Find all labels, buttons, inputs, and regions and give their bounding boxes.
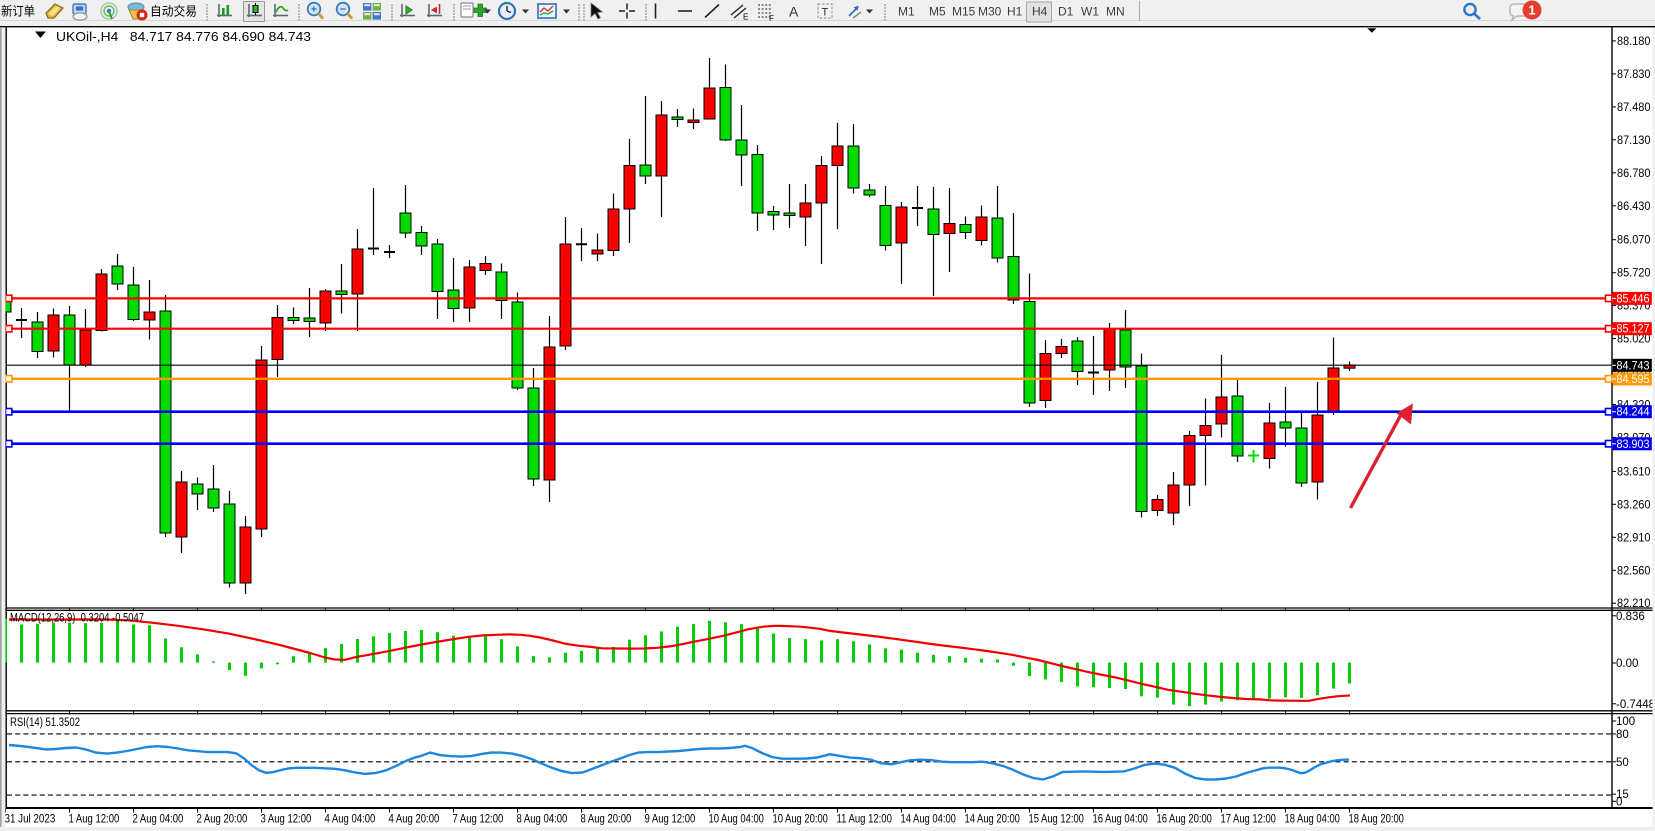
svg-text:16 Aug 04:00: 16 Aug 04:00 (1093, 814, 1148, 826)
svg-text:8 Aug 04:00: 8 Aug 04:00 (517, 814, 568, 826)
svg-text:80: 80 (1616, 729, 1629, 741)
svg-text:D1: D1 (1058, 5, 1074, 19)
svg-text:82.910: 82.910 (1617, 532, 1651, 544)
svg-text:0.00: 0.00 (1616, 658, 1638, 670)
svg-text:MACD(12,26,9) 0.3204 -0.5047: MACD(12,26,9) 0.3204 -0.5047 (10, 613, 144, 625)
svg-text:M15: M15 (952, 5, 976, 19)
svg-text:83.610: 83.610 (1617, 466, 1651, 478)
svg-text:86.430: 86.430 (1617, 201, 1651, 213)
svg-text:86.070: 86.070 (1617, 235, 1651, 247)
svg-text:H1: H1 (1007, 5, 1023, 19)
svg-text:4 Aug 04:00: 4 Aug 04:00 (325, 814, 376, 826)
svg-text:16 Aug 20:00: 16 Aug 20:00 (1157, 814, 1212, 826)
svg-text:14 Aug 04:00: 14 Aug 04:00 (901, 814, 956, 826)
svg-text:E: E (743, 13, 748, 22)
svg-text:84.244: 84.244 (1617, 407, 1651, 419)
svg-text:83.260: 83.260 (1617, 499, 1651, 511)
svg-text:-0.7448: -0.7448 (1616, 699, 1655, 711)
svg-text:自动交易: 自动交易 (150, 4, 197, 19)
svg-text:50: 50 (1616, 757, 1629, 769)
svg-text:87.830: 87.830 (1617, 69, 1651, 81)
svg-text:UKOil-,H4 84.717 84.776 84.6: UKOil-,H4 84.717 84.776 84.690 84.743 (56, 29, 311, 44)
svg-text:14 Aug 20:00: 14 Aug 20:00 (965, 814, 1020, 826)
svg-text:4 Aug 20:00: 4 Aug 20:00 (389, 814, 440, 826)
svg-text:A: A (789, 4, 799, 20)
svg-text:11 Aug 12:00: 11 Aug 12:00 (837, 814, 892, 826)
svg-text:MN: MN (1106, 5, 1125, 19)
svg-text:H4: H4 (1032, 5, 1048, 19)
svg-text:88.180: 88.180 (1617, 36, 1651, 48)
svg-text:−: − (340, 4, 346, 16)
svg-text:M1: M1 (898, 5, 915, 19)
svg-text:T: T (822, 7, 829, 19)
svg-text:10 Aug 20:00: 10 Aug 20:00 (773, 814, 828, 826)
svg-text:1: 1 (1528, 3, 1535, 18)
svg-text:17 Aug 12:00: 17 Aug 12:00 (1221, 814, 1276, 826)
svg-text:82.560: 82.560 (1617, 565, 1651, 577)
svg-text:0.836: 0.836 (1616, 611, 1645, 623)
svg-text:1 Aug 12:00: 1 Aug 12:00 (69, 814, 120, 826)
svg-text:10 Aug 04:00: 10 Aug 04:00 (709, 814, 764, 826)
svg-text:3 Aug 12:00: 3 Aug 12:00 (261, 814, 312, 826)
svg-text:8 Aug 20:00: 8 Aug 20:00 (581, 814, 632, 826)
svg-text:7 Aug 12:00: 7 Aug 12:00 (453, 814, 504, 826)
svg-text:2 Aug 20:00: 2 Aug 20:00 (197, 814, 248, 826)
svg-text:100: 100 (1616, 716, 1635, 728)
svg-text:87.130: 87.130 (1617, 135, 1651, 147)
svg-text:18 Aug 04:00: 18 Aug 04:00 (1285, 814, 1340, 826)
svg-text:85.127: 85.127 (1617, 324, 1650, 336)
svg-text:2 Aug 04:00: 2 Aug 04:00 (133, 814, 184, 826)
svg-text:15: 15 (1616, 789, 1629, 801)
svg-text:F: F (769, 14, 774, 23)
svg-text:87.480: 87.480 (1617, 102, 1651, 114)
svg-text:82.210: 82.210 (1617, 598, 1651, 610)
svg-text:83.903: 83.903 (1617, 439, 1650, 451)
svg-text:86.780: 86.780 (1617, 168, 1651, 180)
svg-text:9 Aug 12:00: 9 Aug 12:00 (645, 814, 696, 826)
svg-text:84.595: 84.595 (1617, 374, 1650, 386)
svg-text:+: + (311, 4, 317, 16)
svg-text:RSI(14) 51.3502: RSI(14) 51.3502 (10, 717, 80, 729)
svg-text:M30: M30 (978, 5, 1002, 19)
svg-text:15 Aug 12:00: 15 Aug 12:00 (1029, 814, 1084, 826)
svg-text:85.446: 85.446 (1617, 293, 1650, 305)
svg-text:M5: M5 (929, 5, 946, 19)
svg-text:18 Aug 20:00: 18 Aug 20:00 (1349, 814, 1404, 826)
svg-text:0: 0 (1616, 796, 1622, 808)
svg-text:85.020: 85.020 (1617, 334, 1651, 346)
svg-text:84.743: 84.743 (1617, 360, 1650, 372)
svg-text:新订单: 新订单 (1, 4, 35, 19)
svg-text:31 Jul 2023: 31 Jul 2023 (5, 814, 56, 826)
svg-text:85.720: 85.720 (1617, 268, 1651, 280)
svg-text:W1: W1 (1081, 5, 1099, 19)
